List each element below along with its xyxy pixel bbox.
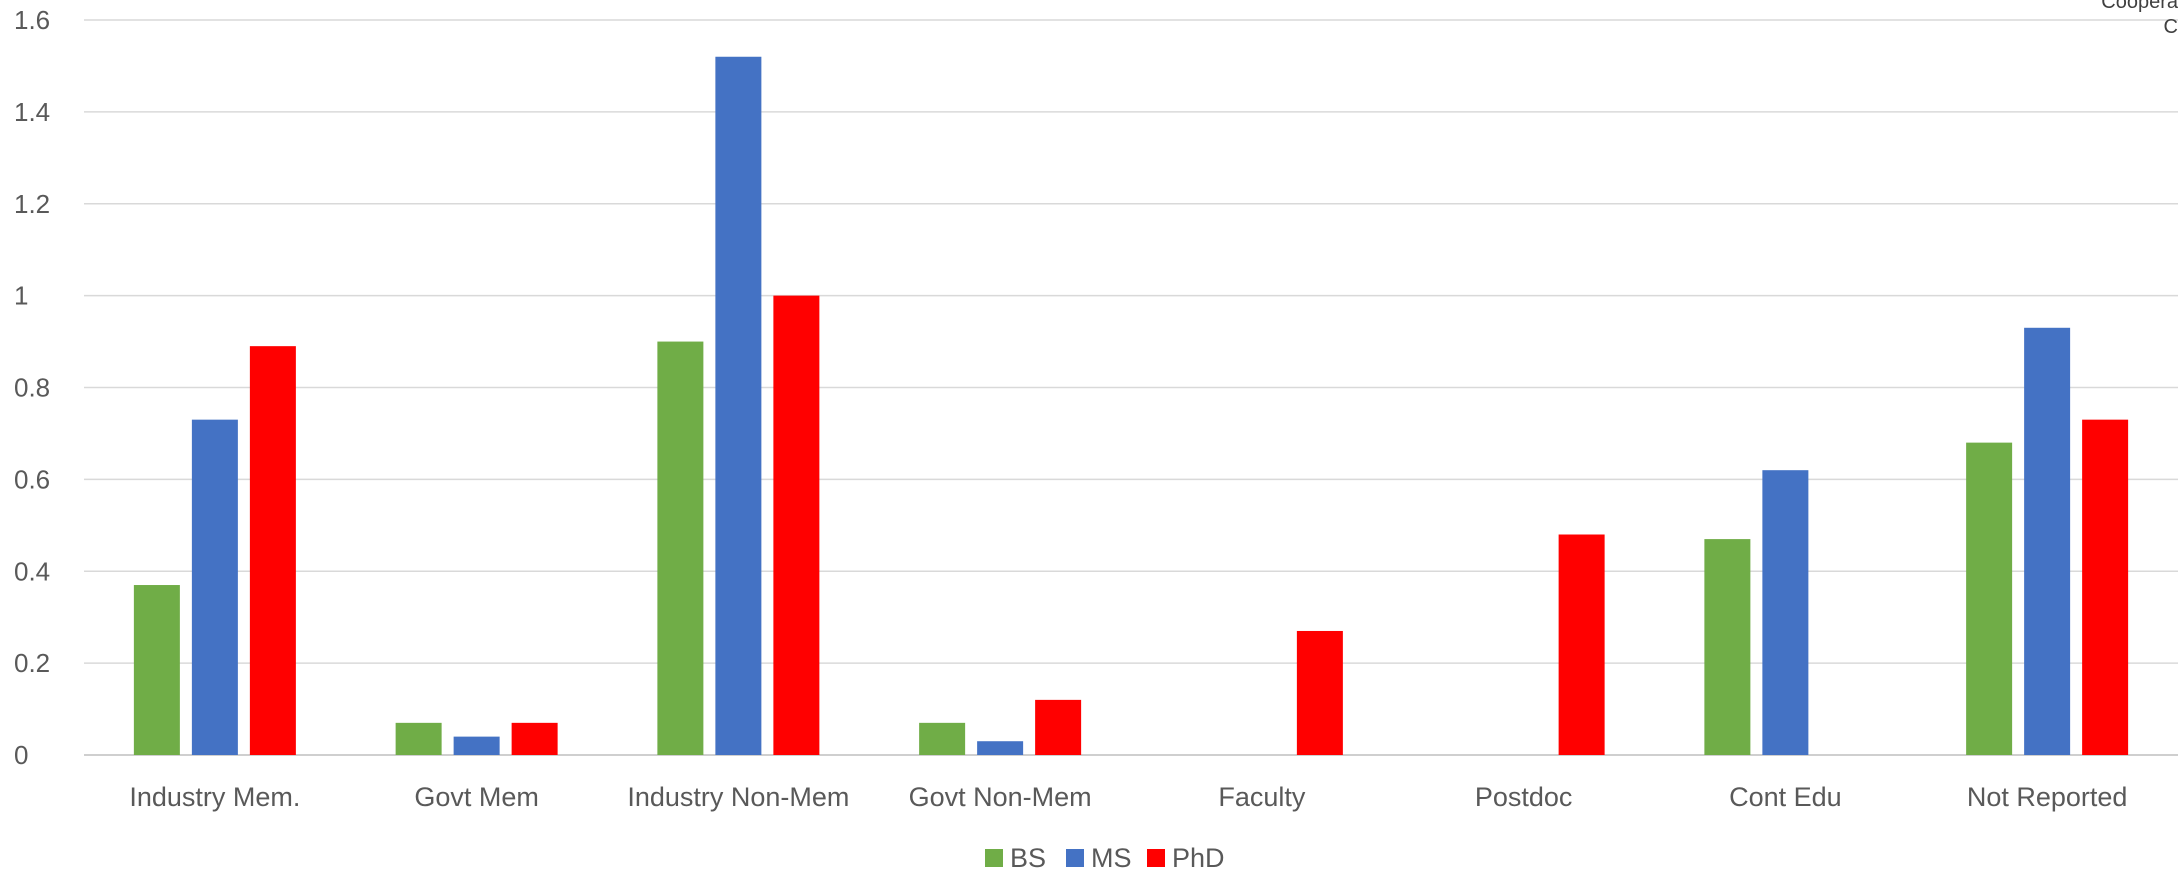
bar-phd [249,346,296,755]
bar-bs [395,722,442,755]
bar-phd [511,722,558,755]
legend-swatch [1147,849,1165,867]
y-tick-label: 0.4 [14,556,50,586]
bars [133,56,2129,755]
corner-text-line-2: C [2164,16,2178,38]
legend-item-bs: BS [985,843,1046,872]
x-category-label: Govt Non-Mem [909,782,1092,812]
y-tick-label: 1 [14,281,28,311]
legend-swatch [1066,849,1084,867]
x-axis-categories: Industry Mem. Govt Mem Industry Non-Mem Gov… [129,782,2127,812]
corner-text: Coopera C [2101,0,2178,38]
x-category-label: Cont Edu [1729,782,1842,812]
bar-bs [657,341,704,755]
y-tick-label: 0.6 [14,464,50,494]
legend-label: MS [1091,843,1132,872]
y-tick-label: 0.2 [14,648,50,678]
bar-phd [773,295,820,755]
corner-text-line-1: Coopera [2101,0,2178,13]
x-category-label: Postdoc [1475,782,1573,812]
bar-bs [133,585,180,755]
legend: BS MS PhD [985,843,1225,872]
x-category-label: Not Reported [1967,782,2128,812]
bar-bs [1966,442,2013,755]
x-category-label: Industry Mem. [129,782,300,812]
bar-phd [1296,630,1343,755]
x-category-label: Faculty [1218,782,1306,812]
bar-bs [919,722,966,755]
bar-ms [1762,470,1809,755]
legend-label: PhD [1172,843,1225,872]
bar-ms [2024,327,2071,755]
y-tick-label: 0 [14,740,28,770]
y-tick-label: 1.6 [14,5,50,35]
y-tick-label: 1.4 [14,97,50,127]
x-category-label: Industry Non-Mem [627,782,849,812]
x-category-label: Govt Mem [414,782,539,812]
bar-ms [977,741,1024,755]
bar-bs [1704,539,1751,755]
legend-item-ms: MS [1066,843,1132,872]
legend-item-phd: PhD [1147,843,1225,872]
bar-ms [453,736,500,755]
y-tick-label: 1.2 [14,189,50,219]
y-tick-label: 0.8 [14,373,50,403]
bar-ms [715,56,762,755]
bar-ms [191,419,238,755]
y-axis-ticks: 0 0.2 0.4 0.6 0.8 1 1.2 1.4 1.6 [14,5,50,770]
bar-phd [1558,534,1605,755]
bar-phd [1035,699,1082,755]
gridlines [84,19,2178,756]
bar-phd [2082,419,2129,755]
legend-label: BS [1010,843,1046,872]
legend-swatch [985,849,1003,867]
